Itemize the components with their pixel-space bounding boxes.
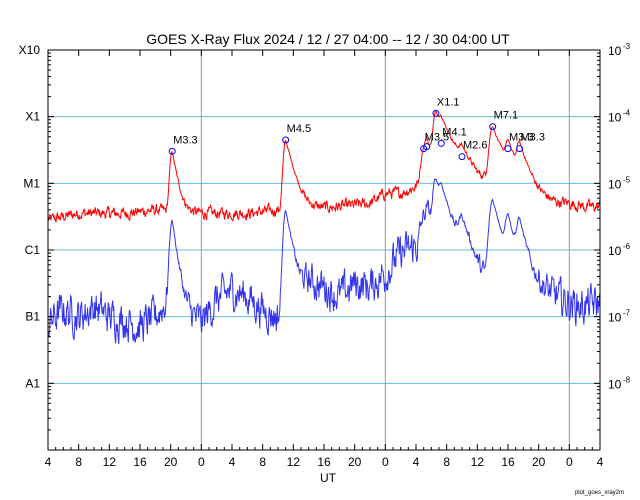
flare-marker bbox=[437, 139, 445, 147]
x-tick-label: 4 bbox=[413, 455, 420, 469]
series-layer bbox=[47, 109, 601, 344]
y-tick-label-left: M1 bbox=[23, 176, 40, 190]
x-tick-label: 20 bbox=[348, 455, 362, 469]
y-tick-label-left: A1 bbox=[25, 376, 40, 390]
series-line-short bbox=[47, 178, 601, 344]
x-tick-label: 16 bbox=[501, 455, 515, 469]
flare-marker-layer: M3.3M4.5M3.5X1.1M4.1M2.6M7.1M3.3M3.3 bbox=[168, 96, 545, 161]
y-tick-label-right-base: 10 bbox=[608, 177, 622, 191]
y-tick-label-right-exp: -3 bbox=[623, 42, 631, 51]
x-tick-label: 12 bbox=[287, 455, 301, 469]
x-tick-label: 8 bbox=[443, 455, 450, 469]
flare-label: M2.6 bbox=[463, 140, 487, 152]
y-tick-label-right-base: 10 bbox=[608, 111, 622, 125]
flare-label: M3.3 bbox=[509, 132, 533, 144]
x-tick-label: 20 bbox=[164, 455, 178, 469]
x-tick-label: 4 bbox=[597, 455, 604, 469]
x-tick-label: 4 bbox=[45, 455, 52, 469]
y-tick-label-right-base: 10 bbox=[608, 244, 622, 258]
x-tick-label: 12 bbox=[103, 455, 117, 469]
x-tick-label: 16 bbox=[317, 455, 331, 469]
flare-marker bbox=[504, 145, 512, 153]
flare-marker bbox=[282, 136, 290, 144]
flare-label: M3.3 bbox=[521, 132, 545, 144]
flare-marker bbox=[458, 153, 466, 161]
flare-marker bbox=[168, 147, 176, 155]
y-tick-label-right-exp: -6 bbox=[623, 242, 631, 251]
x-tick-label: 20 bbox=[532, 455, 546, 469]
x-tick-label: 8 bbox=[259, 455, 266, 469]
y-tick-label-left: X1 bbox=[25, 110, 40, 124]
flare-marker bbox=[432, 109, 440, 117]
y-tick-label-right-exp: -4 bbox=[623, 109, 631, 118]
y-tick-label-left: C1 bbox=[25, 243, 41, 257]
y-tick-label-right-base: 10 bbox=[608, 44, 622, 58]
y-tick-label-right-exp: -7 bbox=[623, 309, 631, 318]
footer-filename: plot_goes_xray2m bbox=[575, 490, 624, 496]
flare-label: M3.3 bbox=[173, 134, 197, 146]
x-tick-label: 0 bbox=[198, 455, 205, 469]
y-tick-label-left: X10 bbox=[19, 43, 41, 57]
y-tick-label-right-base: 10 bbox=[608, 377, 622, 391]
x-tick-label: 12 bbox=[471, 455, 485, 469]
x-axis-label: UT bbox=[320, 471, 337, 485]
x-tick-label: 0 bbox=[566, 455, 573, 469]
x-tick-label: 16 bbox=[133, 455, 147, 469]
x-tick-label: 4 bbox=[229, 455, 236, 469]
flare-marker bbox=[516, 145, 523, 153]
flare-label: M4.1 bbox=[442, 126, 466, 138]
series-line-long bbox=[47, 109, 601, 223]
flare-marker bbox=[423, 143, 431, 151]
flare-label: M4.5 bbox=[287, 123, 311, 135]
y-tick-label-right-base: 10 bbox=[608, 311, 622, 325]
y-tick-label-right-exp: -5 bbox=[623, 175, 631, 184]
x-tick-label: 0 bbox=[382, 455, 389, 469]
x-tick-label: 8 bbox=[75, 455, 82, 469]
flare-label: X1.1 bbox=[437, 96, 460, 108]
flare-marker bbox=[489, 123, 497, 131]
y-tick-label-right-exp: -8 bbox=[623, 375, 631, 384]
y-tick-label-left: B1 bbox=[25, 310, 40, 324]
flare-label: M7.1 bbox=[494, 110, 518, 122]
chart-title: GOES X-Ray Flux 2024 / 12 / 27 04:00 -- … bbox=[146, 31, 510, 47]
